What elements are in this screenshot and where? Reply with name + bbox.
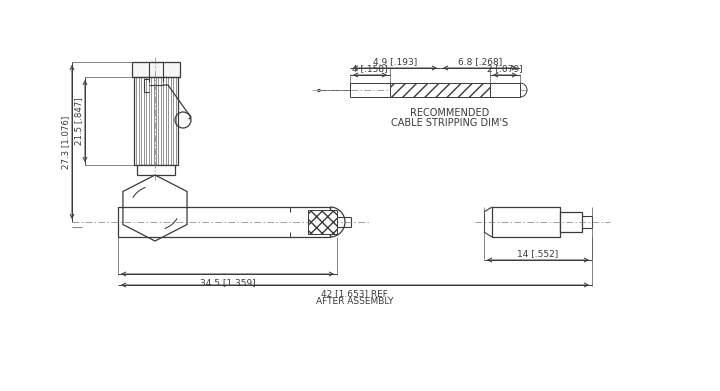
Bar [390,83,490,97]
Bar [308,210,337,234]
Text: 6.8 [.268]: 6.8 [.268] [458,57,502,66]
Bar [492,207,560,237]
Text: 27.3 [1.076]: 27.3 [1.076] [61,115,71,169]
Text: 4.9 [.193]: 4.9 [.193] [373,57,417,66]
Bar [118,207,330,237]
Text: 4 [.158]: 4 [.158] [352,65,388,74]
Bar [132,62,180,77]
Text: 2 [.079]: 2 [.079] [487,65,523,74]
Text: 34.5 [1.359]: 34.5 [1.359] [199,278,256,287]
Text: RECOMMENDED: RECOMMENDED [410,108,490,118]
Bar [134,77,178,165]
Bar [560,212,582,232]
Text: AFTER ASSEMBLY: AFTER ASSEMBLY [316,296,394,305]
Bar [137,165,175,175]
Text: 21.5 [.847]: 21.5 [.847] [74,97,84,145]
Text: 14 [.552]: 14 [.552] [518,249,559,258]
Text: 42 [1.653] REF.: 42 [1.653] REF. [321,289,389,298]
Bar [490,83,520,97]
Text: CABLE STRIPPING DIM'S: CABLE STRIPPING DIM'S [392,118,508,128]
